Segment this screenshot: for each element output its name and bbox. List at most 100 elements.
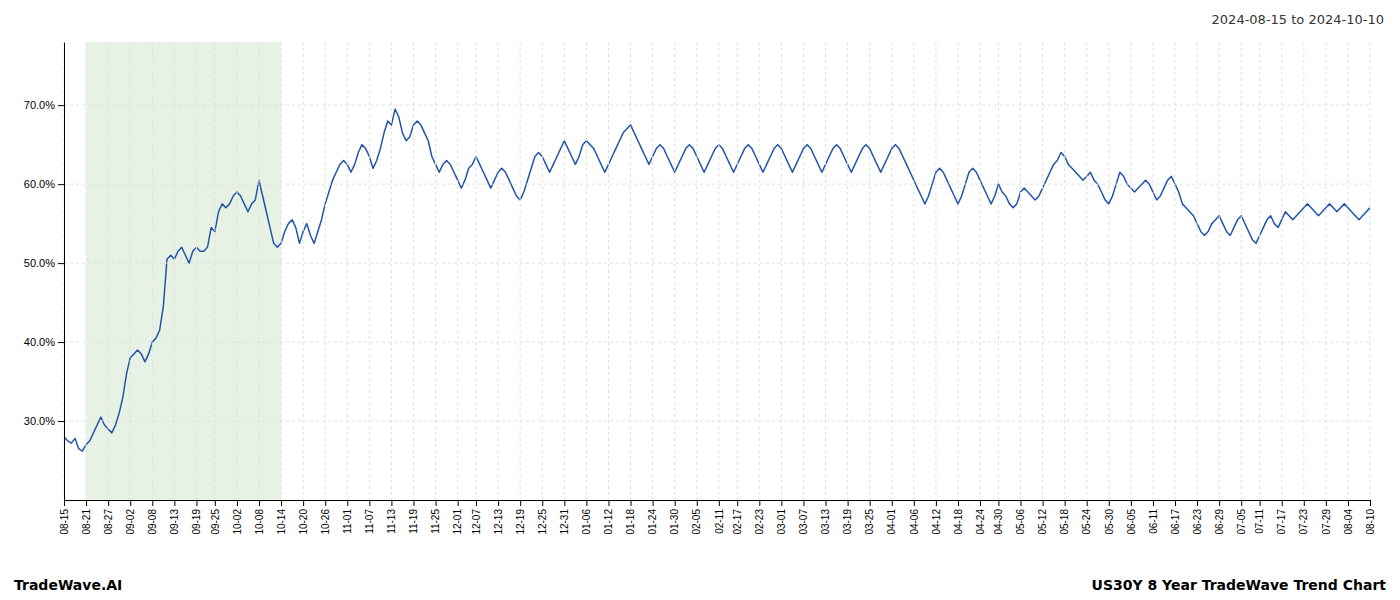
grid-line bbox=[1152, 42, 1153, 500]
x-tick: 08-04 bbox=[1343, 500, 1354, 535]
x-tick: 09-08 bbox=[147, 500, 158, 535]
tick-mark bbox=[520, 500, 521, 506]
tick-label: 02-23 bbox=[754, 509, 765, 535]
tick-mark bbox=[564, 500, 565, 506]
grid-line bbox=[847, 42, 848, 500]
grid-line bbox=[64, 342, 1370, 343]
x-tick: 07-11 bbox=[1254, 500, 1265, 534]
tick-label: 02-05 bbox=[691, 509, 702, 535]
x-tick: 06-29 bbox=[1214, 500, 1225, 535]
x-tick: 03-19 bbox=[842, 500, 853, 535]
tick-label: 08-21 bbox=[81, 509, 92, 535]
tick-label: 05-30 bbox=[1104, 509, 1115, 535]
tick-label: 11-25 bbox=[430, 509, 441, 534]
grid-line bbox=[520, 42, 521, 500]
grid-line bbox=[476, 42, 477, 500]
grid bbox=[64, 42, 1370, 500]
tick-mark bbox=[914, 500, 915, 506]
x-tick: 04-18 bbox=[953, 500, 964, 535]
grid-line bbox=[64, 42, 65, 500]
x-tick: 03-13 bbox=[820, 500, 831, 535]
tick-label: 05-18 bbox=[1059, 509, 1070, 535]
grid-line bbox=[935, 42, 936, 500]
grid-line bbox=[498, 42, 499, 500]
tick-mark bbox=[719, 500, 720, 506]
grid-line bbox=[674, 42, 675, 500]
grid-line bbox=[1219, 42, 1220, 500]
annotation: TradeWave.AI bbox=[14, 577, 122, 593]
grid-line bbox=[564, 42, 565, 500]
grid-line bbox=[86, 42, 87, 500]
x-tick: 04-12 bbox=[931, 500, 942, 535]
grid-line bbox=[652, 42, 653, 500]
x-tick: 02-17 bbox=[732, 500, 743, 535]
tick-mark bbox=[86, 500, 87, 506]
tick-mark bbox=[1197, 500, 1198, 506]
x-tick: 05-06 bbox=[1015, 500, 1026, 535]
y-tick: 30.0% bbox=[24, 415, 64, 427]
title: 2024-08-15 to 2024-10-10 bbox=[1212, 12, 1384, 27]
grid-line bbox=[64, 184, 1370, 185]
tick-mark bbox=[1087, 500, 1088, 506]
x-tick: 01-06 bbox=[581, 500, 592, 535]
y-tick: 70.0% bbox=[24, 99, 64, 111]
tick-label: 04-24 bbox=[975, 509, 986, 535]
tick-mark bbox=[58, 342, 64, 343]
tick-label: 06-29 bbox=[1214, 509, 1225, 535]
x-tick: 04-01 bbox=[886, 500, 897, 535]
tick-label: 01-12 bbox=[603, 509, 614, 535]
tick-mark bbox=[1370, 500, 1371, 506]
grid-line bbox=[391, 42, 392, 500]
tick-mark bbox=[259, 500, 260, 506]
x-tick: 01-24 bbox=[647, 500, 658, 535]
tick-label: 04-01 bbox=[886, 509, 897, 535]
tick-mark bbox=[936, 500, 937, 506]
tick-mark bbox=[542, 500, 543, 506]
x-tick: 12-31 bbox=[559, 500, 570, 535]
x-tick: 06-05 bbox=[1126, 500, 1137, 535]
y-tick: 60.0% bbox=[24, 178, 64, 190]
grid-line bbox=[369, 42, 370, 500]
grid-line bbox=[108, 42, 109, 500]
tick-label: 12-31 bbox=[559, 509, 570, 535]
tick-label: 06-17 bbox=[1170, 509, 1181, 535]
tick-mark bbox=[64, 500, 65, 506]
grid-line bbox=[630, 42, 631, 500]
tick-mark bbox=[1282, 500, 1283, 506]
tick-label: 04-30 bbox=[993, 509, 1004, 535]
grid-line bbox=[608, 42, 609, 500]
grid-line bbox=[1370, 42, 1371, 500]
tick-mark bbox=[1348, 500, 1349, 506]
y-tick: 40.0% bbox=[24, 336, 64, 348]
tick-mark bbox=[476, 500, 477, 506]
grid-line bbox=[413, 42, 414, 500]
x-tick: 05-30 bbox=[1104, 500, 1115, 535]
tick-label: 11-07 bbox=[364, 509, 375, 534]
x-tick: 10-02 bbox=[232, 500, 243, 535]
tick-label: 12-19 bbox=[515, 509, 526, 535]
tick-label: 05-12 bbox=[1037, 509, 1048, 535]
tick-label: 06-23 bbox=[1192, 509, 1203, 535]
x-tick: 03-01 bbox=[776, 500, 787, 535]
grid-line bbox=[325, 42, 326, 500]
tick-mark bbox=[58, 105, 64, 106]
grid-line bbox=[759, 42, 760, 500]
tick-mark bbox=[1304, 500, 1305, 506]
tick-label: 11-13 bbox=[386, 509, 397, 534]
tick-label: 09-13 bbox=[169, 509, 180, 535]
x-tick: 02-11 bbox=[714, 500, 725, 534]
tick-label: 03-19 bbox=[842, 509, 853, 535]
tick-mark bbox=[631, 500, 632, 506]
tick-mark bbox=[870, 500, 871, 506]
grid-line bbox=[152, 42, 153, 500]
tick-label: 30.0% bbox=[24, 415, 55, 427]
tick-mark bbox=[325, 500, 326, 506]
tick-label: 11-01 bbox=[342, 509, 353, 534]
tick-label: 07-23 bbox=[1298, 509, 1309, 535]
tick-label: 03-07 bbox=[798, 509, 809, 535]
tick-mark bbox=[1175, 500, 1176, 506]
grid-line bbox=[1020, 42, 1021, 500]
tick-label: 03-25 bbox=[864, 509, 875, 535]
tick-mark bbox=[215, 500, 216, 506]
tick-label: 12-13 bbox=[493, 509, 504, 535]
